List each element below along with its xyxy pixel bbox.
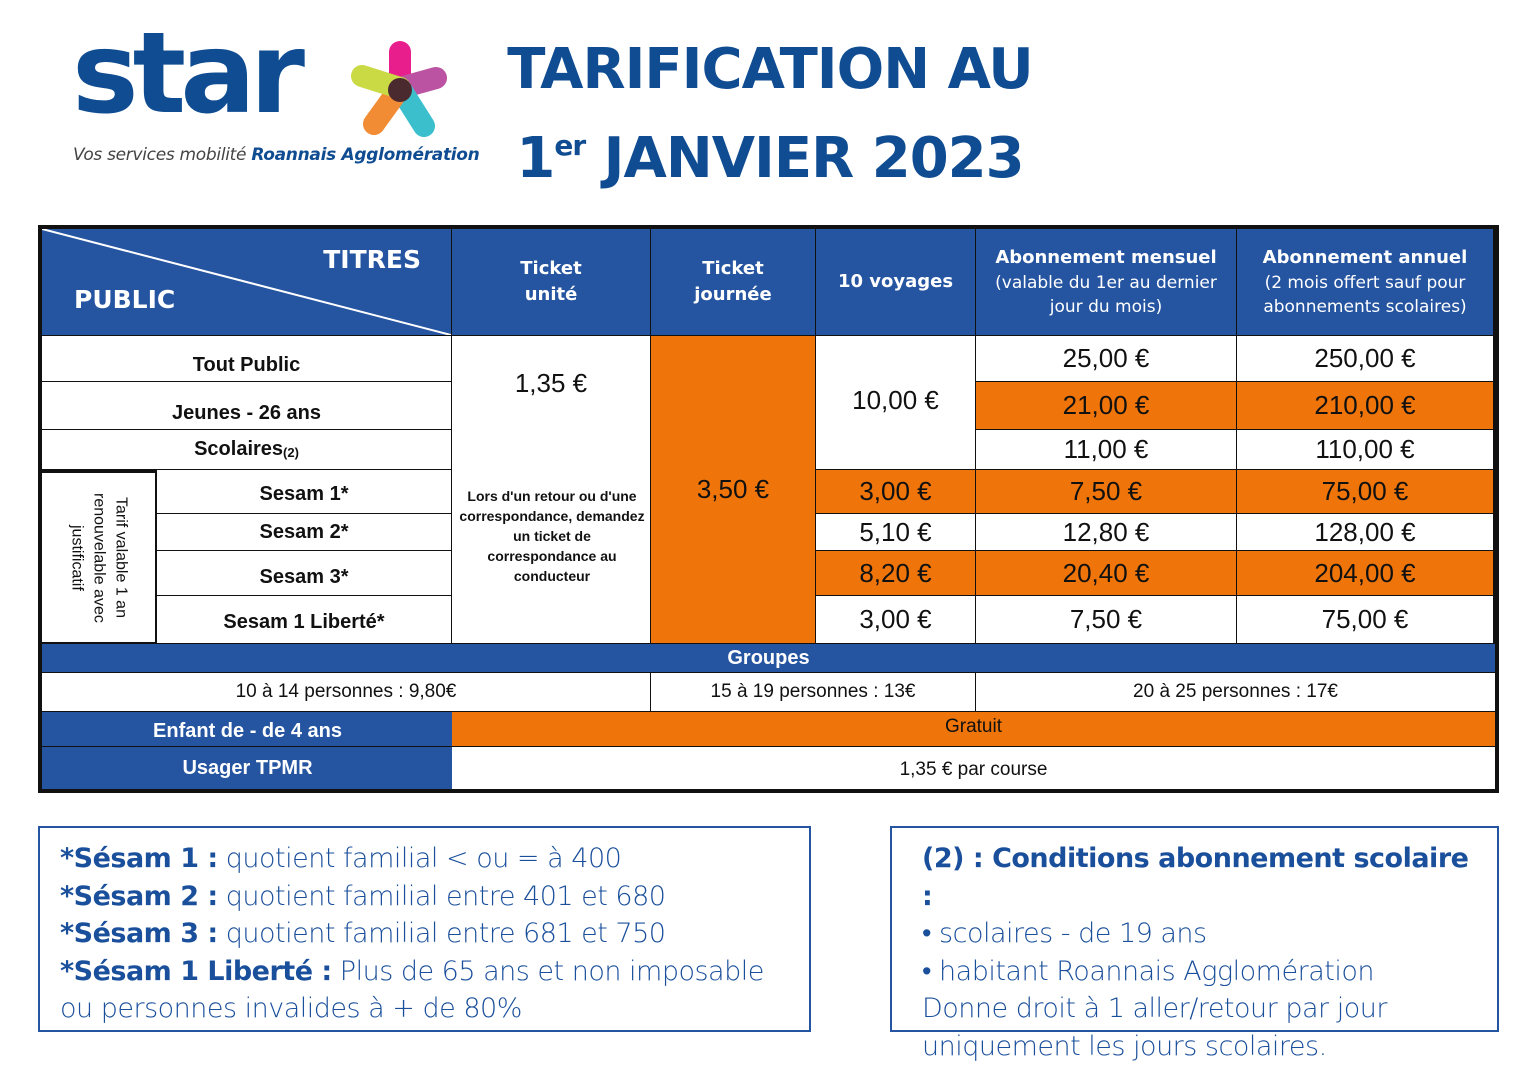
dix-voyages-common: 10,00 € <box>816 336 977 471</box>
footnote-key: *Sésam 3 : <box>60 918 218 949</box>
mensuel-sesam-3: 20,40 € <box>976 551 1238 597</box>
row-label-sesam-2: Sesam 2* <box>157 514 453 552</box>
logo-wordmark: star <box>72 9 305 139</box>
col-header-abonnement-mensuel: Abonnement mensuel (valable du 1er au de… <box>976 229 1238 337</box>
mensuel-sesam-1: 7,50 € <box>976 470 1238 515</box>
mensuel-jeunes: 21,00 € <box>976 382 1238 431</box>
mensuel-tout-public: 25,00 € <box>976 336 1238 383</box>
scolaires-footnote-ref: (2) <box>283 445 299 460</box>
col-title: Abonnement mensuel <box>995 247 1217 268</box>
col-title: Abonnement annuel <box>1262 247 1468 268</box>
scolaire-conditions-title: (2) : Conditions abonnement scolaire : <box>922 843 1469 912</box>
groupes-band: Groupes <box>42 644 1495 674</box>
row-label-tout-public: Tout Public <box>42 336 453 383</box>
scolaires-text: Scolaires <box>194 438 284 460</box>
scolaire-line: uniquement les jours scolaires. <box>922 1030 1327 1062</box>
logo-tagline: Vos services mobilité Roannais Aggloméra… <box>73 145 480 165</box>
footnote-line: *Sésam 1 : quotient familial < ou = à 40… <box>60 840 789 878</box>
dix-voyages-sesam-2: 5,10 € <box>816 514 977 552</box>
ticket-journee-cell: 3,50 € <box>651 336 817 645</box>
side-note: Tarif valable 1 an renouvelable avec jus… <box>68 492 130 623</box>
title-line-1: TARIFICATION AU <box>507 37 1033 102</box>
annuel-sesam-1: 75,00 € <box>1237 470 1495 515</box>
title-day: 1 <box>516 126 555 191</box>
title-date: JANVIER 2023 <box>585 126 1025 191</box>
col-title2: journée <box>694 284 772 305</box>
col-header-10-voyages: 10 voyages <box>816 229 977 337</box>
enfant-value: Gratuit <box>452 712 1495 748</box>
annuel-tout-public: 250,00 € <box>1237 336 1495 383</box>
titres-label: TITRES <box>323 245 421 274</box>
footnote-text: quotient familial entre 681 et 750 <box>217 918 666 949</box>
footnote-key: *Sésam 1 : <box>60 843 218 874</box>
title-line-2: 1er JANVIER 2023 <box>500 108 1040 197</box>
star-logo-icon <box>351 41 447 137</box>
tagline-bold: Roannais Agglomération <box>251 145 480 165</box>
scolaire-line: • scolaires - de 19 ans <box>922 918 1207 949</box>
col-title2: unité <box>524 284 578 305</box>
annuel-sesam-2: 128,00 € <box>1237 514 1495 552</box>
annuel-sesam-1-liberte: 75,00 € <box>1237 596 1495 645</box>
footnote-line: *Sésam 3 : quotient familial entre 681 e… <box>60 915 789 953</box>
mensuel-sesam-2: 12,80 € <box>976 514 1238 552</box>
corner-header: TITRES PUBLIC <box>42 229 453 337</box>
col-header-ticket-journee: Ticket journée <box>651 229 817 337</box>
dix-voyages-sesam-1-liberte: 3,00 € <box>816 596 977 645</box>
col-header-abonnement-annuel: Abonnement annuel (2 mois offert sauf po… <box>1237 229 1495 337</box>
ticket-unite-price: 1,35 € <box>514 368 588 398</box>
scolaire-footnote-box: (2) : Conditions abonnement scolaire : •… <box>890 826 1499 1062</box>
footnote-text: quotient familial < ou = à 400 <box>217 843 622 874</box>
annuel-jeunes: 210,00 € <box>1237 382 1495 431</box>
col-subtitle: (valable du 1er au dernier jour du mois) <box>995 273 1217 317</box>
footnote-line: *Sésam 1 Liberté : Plus de 65 ans et non… <box>60 953 789 991</box>
ticket-unite-cell: 1,35 € Lors d'un retour ou d'une corresp… <box>452 336 652 645</box>
footnote-line: ou personnes invalides à + de 80% <box>60 990 789 1028</box>
mensuel-sesam-1-liberte: 7,50 € <box>976 596 1238 645</box>
diagonal-divider <box>42 229 451 335</box>
groupe-20-25: 20 à 25 personnes : 17€ <box>976 673 1495 713</box>
sesam-footnote-box: *Sésam 1 : quotient familial < ou = à 40… <box>38 826 811 1032</box>
annuel-scolaires: 110,00 € <box>1237 430 1495 471</box>
side-note-cell: Tarif valable 1 an renouvelable avec jus… <box>42 470 158 645</box>
col-title: Ticket <box>702 258 764 279</box>
public-label: PUBLIC <box>74 285 176 314</box>
scolaire-line: Donne droit à 1 aller/retour par jour <box>922 993 1387 1024</box>
footnote-text: quotient familial entre 401 et 680 <box>217 880 666 912</box>
footnote-key: *Sésam 2 : <box>60 880 218 912</box>
groupe-15-19: 15 à 19 personnes : 13€ <box>651 673 977 713</box>
col-subtitle: (2 mois offert sauf pour abonnements sco… <box>1263 273 1467 317</box>
col-title: Ticket <box>520 258 582 279</box>
footnote-key: *Sésam 1 Liberté : <box>60 955 332 987</box>
groupe-10-14: 10 à 14 personnes : 9,80€ <box>42 673 652 713</box>
col-header-ticket-unite: Ticket unité <box>452 229 652 337</box>
tpmr-value: 1,35 € par course <box>452 747 1495 789</box>
ticket-journee-price: 3,50 € <box>696 474 770 504</box>
row-label-sesam-3: Sesam 3* <box>157 551 453 597</box>
tagline-plain: Vos services mobilité <box>73 145 252 165</box>
footnote-text: ou personnes invalides à + de 80% <box>60 993 522 1024</box>
tpmr-label: Usager TPMR <box>42 747 453 789</box>
page-title: TARIFICATION AU 1er JANVIER 2023 <box>500 32 1040 197</box>
mensuel-scolaires: 11,00 € <box>976 430 1238 471</box>
row-label-sesam-1-liberte: Sesam 1 Liberté* <box>157 596 453 645</box>
col-title: 10 voyages <box>837 271 954 292</box>
footnote-text: Plus de 65 ans et non imposable <box>331 955 765 987</box>
row-label-jeunes: Jeunes - 26 ans <box>42 382 453 431</box>
title-sup: er <box>554 129 586 162</box>
annuel-sesam-3: 204,00 € <box>1237 551 1495 597</box>
footnote-line: *Sésam 2 : quotient familial entre 401 e… <box>60 878 789 916</box>
correspondance-note: Lors d'un retour ou d'une correspondance… <box>459 488 645 584</box>
dix-voyages-sesam-3: 8,20 € <box>816 551 977 597</box>
enfant-label: Enfant de - de 4 ans <box>42 712 453 748</box>
scolaire-line: • habitant Roannais Agglomération <box>922 955 1374 987</box>
dix-voyages-sesam-1: 3,00 € <box>816 470 977 515</box>
row-label-sesam-1: Sesam 1* <box>157 470 453 515</box>
row-label-scolaires: Scolaires (2) <box>42 430 453 471</box>
